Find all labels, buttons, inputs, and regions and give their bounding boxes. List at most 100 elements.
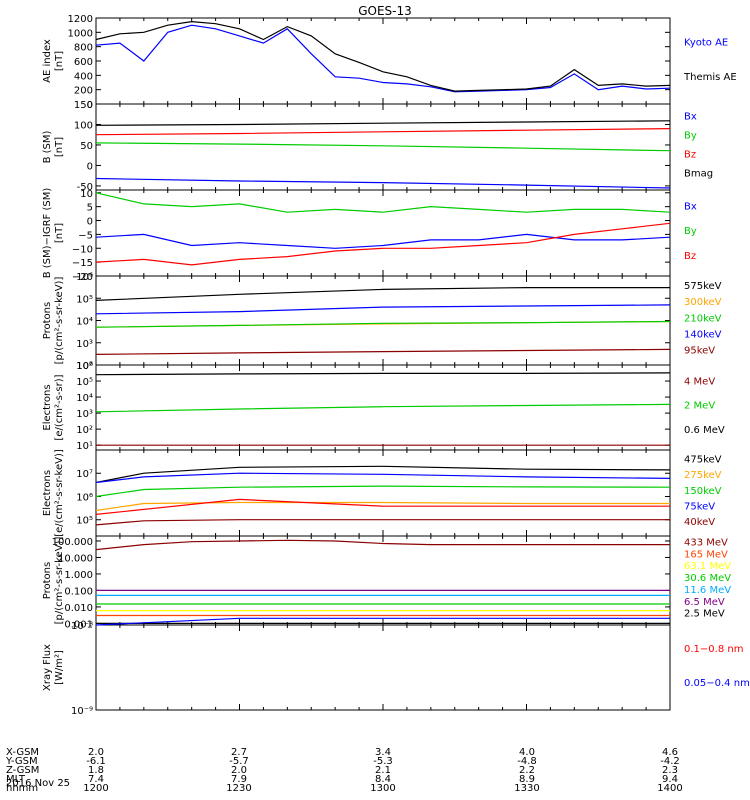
series-line-6-3 xyxy=(95,485,671,498)
y-tick-label: 10⁵ xyxy=(76,516,93,527)
panel-6: 10⁵ 10⁶ 10⁷ Electrons [e/(cm²-s-sr-keV)] 475k… xyxy=(42,449,722,537)
y-tick-label: 10³ xyxy=(76,409,93,420)
footer-value: 7.4 xyxy=(88,774,104,785)
y-tick-label: 10⁵ xyxy=(76,377,93,388)
chart-title: GOES-13 xyxy=(358,4,412,18)
footer-value: 3.4 xyxy=(375,747,391,758)
panel-frame xyxy=(95,364,671,451)
series-line-1-1 xyxy=(95,24,671,93)
series-line-4-5 xyxy=(95,348,671,355)
legend-entry: 433 MeV xyxy=(684,537,728,548)
y-tick-label: 1000 xyxy=(68,28,93,39)
series-line-5-3 xyxy=(95,372,671,376)
footer-value: 2.7 xyxy=(231,747,247,758)
panel-7: 0.001 0.010 0.100 1.000 10.000 100.000 Protons… xyxy=(42,535,731,630)
footer-value: 1.8 xyxy=(88,765,104,776)
legend-entry: 95keV xyxy=(684,346,715,357)
series-line-7-1 xyxy=(95,539,670,551)
series-line-6-4 xyxy=(95,472,671,484)
legend-entry: 2 MeV xyxy=(684,401,715,412)
y-axis-label: [nT] xyxy=(54,51,65,71)
date-label: 2016 Nov 25 xyxy=(6,778,70,789)
y-tick-label: 10.000 xyxy=(58,553,93,564)
y-tick-label: −10 xyxy=(72,244,93,255)
y-tick-label: 200 xyxy=(74,86,93,97)
series-line-3-1 xyxy=(95,233,671,249)
y-tick-label: 10² xyxy=(76,361,93,372)
y-tick-label: 10³ xyxy=(76,339,93,350)
panel-3: −20 −15 −10 −5 0 5 10 B (SM)−IGRF (SM) [nT] Bx By B… xyxy=(42,188,697,283)
footer-value: 7.9 xyxy=(231,774,247,785)
series-line-2-2 xyxy=(95,142,671,152)
footer-value: 8.9 xyxy=(519,774,535,785)
legend-entry: 0.05−0.4 nm xyxy=(684,678,750,689)
y-tick-label: 100 xyxy=(74,120,93,131)
footer-value: 2.3 xyxy=(662,765,678,776)
series-line-1-2 xyxy=(95,20,671,92)
y-tick-label: 0 xyxy=(87,161,93,172)
legend-entry: 150keV xyxy=(684,486,722,497)
legend-entry: Kyoto AE xyxy=(684,38,728,49)
legend-entry: By xyxy=(684,226,697,237)
footer-value: -6.1 xyxy=(86,756,106,767)
y-tick-label: 10⁶ xyxy=(76,492,93,503)
footer-value: -4.8 xyxy=(517,756,537,767)
footer-value: 2.0 xyxy=(231,765,247,776)
y-axis-label: Xray Flux xyxy=(42,644,53,691)
panel-1: 0 200 400 600 800 1000 1200 AE index [nT] Kyoto A… xyxy=(42,14,737,111)
y-axis-label: [p/(cm²-s-sr-keV)] xyxy=(54,277,65,365)
footer-value: 8.4 xyxy=(375,774,391,785)
footer-row-label: MLT xyxy=(6,774,26,785)
y-axis-label: [e/(cm²-s-sr)] xyxy=(54,374,65,440)
footer-row-label: Y-GSM xyxy=(5,756,38,767)
legend-entry: Bz xyxy=(684,251,696,262)
legend-entry: 275keV xyxy=(684,470,722,481)
footer-row-label: Z-GSM xyxy=(6,765,39,776)
y-tick-label: -50 xyxy=(77,182,93,193)
footer-value: -5.7 xyxy=(229,756,249,767)
panel-5: 10¹ 10² 10³ 10⁴ 10⁵ 10⁶ Electrons [e/(cm²-s-sr)… xyxy=(42,361,725,452)
y-tick-label: 150 xyxy=(74,100,93,111)
legend-entry: 575keV xyxy=(684,281,722,292)
y-axis-label: [e/(cm²-s-sr-keV)] xyxy=(54,449,65,537)
y-axis-label: Electrons xyxy=(42,384,53,430)
legend-entry: 6.5 MeV xyxy=(684,597,725,608)
panel-frame xyxy=(95,624,671,711)
legend-entry: 0.1−0.8 nm xyxy=(684,644,743,655)
legend-entry: 165 MeV xyxy=(684,549,728,560)
panel-4: 10² 10³ 10⁴ 10⁵ 10⁶ Protons [p/(cm²-s-sr-keV)]… xyxy=(42,272,722,372)
legend-entry: Bx xyxy=(684,202,697,213)
y-tick-label: 10⁶ xyxy=(76,361,93,372)
legend-entry: Bx xyxy=(684,111,697,122)
footer-value: -5.3 xyxy=(373,756,393,767)
legend-entry: 210keV xyxy=(684,313,722,324)
y-axis-label: [nT] xyxy=(54,223,65,243)
footer-value: 1230 xyxy=(226,783,251,794)
y-tick-label: 10⁻⁹ xyxy=(71,706,93,717)
footer-value: 2.0 xyxy=(88,747,104,758)
y-axis-label: B (SM)−IGRF (SM) xyxy=(42,188,53,279)
y-axis-label: [p/(cm²-s-sr-keV)] xyxy=(54,537,65,625)
y-tick-label: 10⁷ xyxy=(76,469,93,480)
orbit-footer: X-GSMY-GSMZ-GSMMLThhmm2.0-6.11.87.412002… xyxy=(5,747,683,794)
y-tick-label: 10¹ xyxy=(76,441,93,452)
legend-entry: 2.5 MeV xyxy=(684,609,725,620)
legend-entry: 4 MeV xyxy=(684,376,715,387)
y-axis-label: Protons xyxy=(42,562,53,599)
panel-2: -50 0 50 100 150 B (SM) [nT] Bx By Bz Bmag xyxy=(42,100,713,193)
y-tick-label: −5 xyxy=(78,230,93,241)
y-tick-label: 5 xyxy=(87,203,93,214)
y-tick-label: 10⁻⁸ xyxy=(71,621,93,632)
footer-value: 2.1 xyxy=(375,765,391,776)
panel-8: 10⁻⁹ 10⁻⁸ Xray Flux [W/m²] 0.1−0.8 nm 0.05−0.… xyxy=(42,498,750,717)
panel-frame xyxy=(95,17,671,105)
legend-entry: 11.6 MeV xyxy=(684,585,731,596)
legend-entry: 75keV xyxy=(684,501,715,512)
y-axis-label: Protons xyxy=(42,302,53,339)
y-tick-label: −15 xyxy=(72,258,93,269)
legend-entry: 40keV xyxy=(684,517,715,528)
y-axis-label: [nT] xyxy=(54,137,65,157)
y-axis-label: B (SM) xyxy=(42,130,53,163)
